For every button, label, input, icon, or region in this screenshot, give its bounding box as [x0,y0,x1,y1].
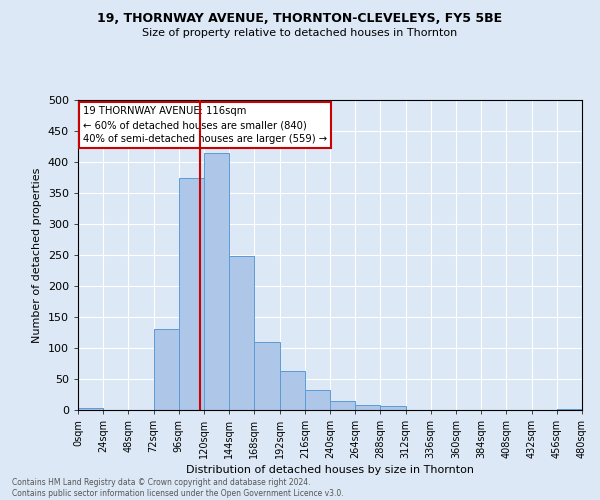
Bar [78,408,103,410]
X-axis label: Distribution of detached houses by size in Thornton: Distribution of detached houses by size … [186,465,474,475]
Text: Size of property relative to detached houses in Thornton: Size of property relative to detached ho… [142,28,458,38]
Y-axis label: Number of detached properties: Number of detached properties [32,168,42,342]
Bar [305,390,330,410]
Bar [557,409,582,410]
Text: 19 THORNWAY AVENUE: 116sqm
← 60% of detached houses are smaller (840)
40% of sem: 19 THORNWAY AVENUE: 116sqm ← 60% of deta… [83,106,328,144]
Bar [254,342,280,410]
Bar [179,178,204,410]
Bar [355,405,380,410]
Text: 19, THORNWAY AVENUE, THORNTON-CLEVELEYS, FY5 5BE: 19, THORNWAY AVENUE, THORNTON-CLEVELEYS,… [97,12,503,26]
Bar [154,330,179,410]
Bar [330,402,355,410]
Bar [229,256,254,410]
Text: Contains HM Land Registry data © Crown copyright and database right 2024.
Contai: Contains HM Land Registry data © Crown c… [12,478,344,498]
Bar [204,152,229,410]
Bar [380,406,406,410]
Bar [280,371,305,410]
